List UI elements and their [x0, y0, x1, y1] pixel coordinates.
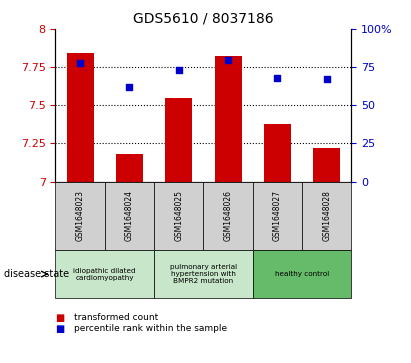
Text: ■: ■	[55, 313, 65, 323]
Bar	[313, 148, 340, 182]
Text: percentile rank within the sample: percentile rank within the sample	[74, 324, 227, 333]
Title: GDS5610 / 8037186: GDS5610 / 8037186	[133, 11, 274, 25]
Bar	[67, 53, 94, 181]
Point	[274, 75, 281, 81]
Text: GSM1648026: GSM1648026	[224, 191, 233, 241]
Point	[323, 77, 330, 82]
Text: idiopathic dilated
cardiomyopathy: idiopathic dilated cardiomyopathy	[74, 268, 136, 281]
Text: GSM1648025: GSM1648025	[174, 191, 183, 241]
Text: pulmonary arterial
hypertension with
BMPR2 mutation: pulmonary arterial hypertension with BMP…	[170, 264, 237, 284]
Point	[225, 57, 231, 62]
Text: GSM1648024: GSM1648024	[125, 191, 134, 241]
Text: disease state: disease state	[4, 269, 69, 279]
Text: transformed count: transformed count	[74, 313, 158, 322]
Bar	[165, 98, 192, 182]
Bar	[264, 123, 291, 182]
Point	[126, 84, 133, 90]
Text: GSM1648028: GSM1648028	[322, 191, 331, 241]
Point	[77, 60, 83, 65]
Point	[175, 67, 182, 73]
Text: healthy control: healthy control	[275, 271, 329, 277]
Text: ■: ■	[55, 323, 65, 334]
Text: GSM1648027: GSM1648027	[273, 191, 282, 241]
Bar	[116, 154, 143, 182]
Text: GSM1648023: GSM1648023	[76, 191, 85, 241]
Bar	[215, 57, 242, 182]
